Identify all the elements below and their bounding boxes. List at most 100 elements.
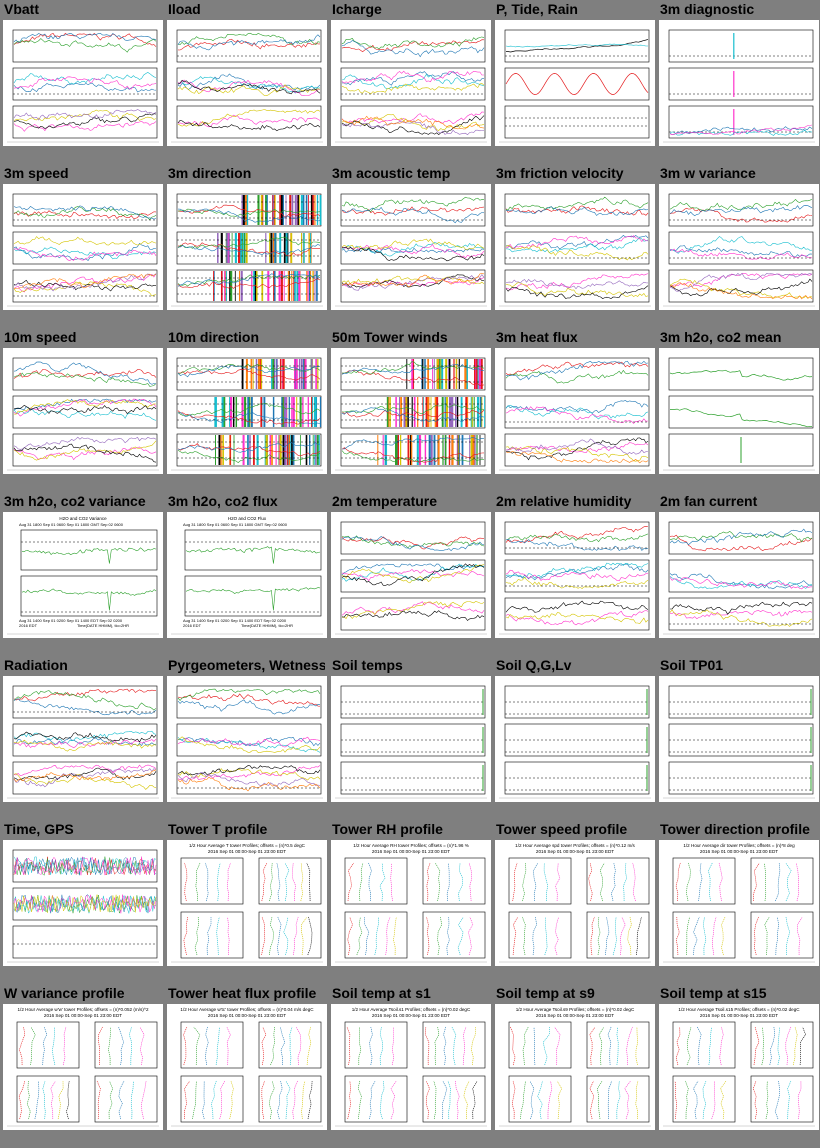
plot-thumbnail-link[interactable]	[3, 348, 163, 474]
plot-thumbnail-link[interactable]: 1/2 Hour Average Tsoil.s9 Profiles; offs…	[495, 1004, 655, 1130]
plot-thumbnail-link[interactable]	[3, 20, 163, 146]
plot-thumbnail-link[interactable]: 1/2 Hour Average T tower Profiles; offse…	[167, 840, 327, 966]
panel-frame	[508, 1075, 572, 1123]
series-line	[341, 407, 485, 422]
plot-thumbnail-link[interactable]	[659, 348, 819, 474]
series-line	[669, 573, 813, 590]
series-line	[13, 443, 157, 463]
plot-thumbnail-link[interactable]	[331, 512, 491, 638]
panel-frame	[20, 529, 158, 571]
series-line	[669, 534, 813, 552]
plot-thumbnail-link[interactable]: 1/2 Hour Average spd tower Profiles; off…	[495, 840, 655, 966]
plot-thumbnail-link[interactable]: 1/2 Hour Average dir tower Profiles; off…	[659, 840, 819, 966]
plot-thumbnail-link[interactable]	[659, 512, 819, 638]
series-line	[505, 369, 649, 384]
panel-frame	[508, 1021, 572, 1069]
plot-thumbnail-link[interactable]: H2O and CO2 Variance Aug 31 1800 Sep 01 0…	[3, 512, 163, 638]
profile-line	[205, 862, 209, 902]
profile-line	[472, 1080, 478, 1120]
series-line	[177, 273, 321, 287]
profile-line	[623, 862, 627, 902]
plot-thumbnail-link[interactable]	[495, 20, 655, 146]
profile-line	[219, 1080, 226, 1120]
plot-thumbnail-link[interactable]	[331, 184, 491, 310]
profile-line	[611, 862, 616, 902]
profile-line	[675, 916, 680, 956]
series-line	[669, 609, 813, 620]
plot-thumbnail-link[interactable]	[659, 20, 819, 146]
plot-thumbnail	[663, 193, 815, 307]
plot-title: Tower T profile	[168, 821, 268, 837]
profile-line	[693, 1080, 699, 1120]
plot-thumbnail-link[interactable]: H2O and CO2 Flux Aug 31 1800 Sep 01 0600 …	[167, 512, 327, 638]
panel-frame	[12, 193, 158, 227]
panel-frame	[12, 357, 158, 391]
plot-thumbnail-link[interactable]	[167, 348, 327, 474]
plot-thumbnail	[335, 521, 487, 635]
profile-line	[229, 1080, 234, 1120]
plot-tile: 3m w variance	[656, 164, 820, 328]
plot-thumbnail	[663, 29, 815, 143]
profile-line	[296, 1026, 302, 1066]
plot-thumbnail-link[interactable]	[3, 184, 163, 310]
plot-title: 3m w variance	[660, 165, 756, 181]
plot-thumbnail-link[interactable]: 1/2 Hour Average RH tower Profiles; offs…	[331, 840, 491, 966]
plot-thumbnail-link[interactable]	[167, 184, 327, 310]
series-line	[341, 447, 485, 463]
series-line	[177, 765, 321, 776]
plot-tile: Icharge	[328, 0, 492, 164]
plot-thumbnail-link[interactable]	[659, 676, 819, 802]
plot-thumbnail-link[interactable]: 1/2 Hour Average Tsoil.s15 Profiles; off…	[659, 1004, 819, 1130]
series-line	[341, 206, 485, 216]
plot-thumbnail-link[interactable]	[3, 840, 163, 966]
profile-line	[193, 1026, 201, 1066]
plot-title: Soil temp at s1	[332, 985, 431, 1001]
plot-thumbnail-link[interactable]	[495, 676, 655, 802]
panel-frame	[340, 559, 486, 593]
profile-line	[605, 916, 610, 956]
plot-thumbnail-link[interactable]	[495, 348, 655, 474]
plot-title: Pyrgeometers, Wetness	[168, 657, 325, 673]
panel-frame	[12, 433, 158, 467]
profile-line	[285, 1080, 291, 1120]
plot-thumbnail-link[interactable]	[331, 348, 491, 474]
panel-frame	[668, 231, 814, 265]
plot-thumbnail-link[interactable]	[495, 184, 655, 310]
series-line	[505, 406, 649, 424]
series-line	[177, 403, 321, 416]
plot-thumbnail-link[interactable]	[167, 676, 327, 802]
profile-line	[462, 1026, 467, 1066]
profile-line	[607, 1080, 612, 1120]
profile-line	[206, 917, 212, 956]
plot-tile: Soil temp at s9 1/2 Hour Average Tsoil.s9…	[492, 984, 656, 1148]
profile-line	[522, 862, 527, 902]
plot-thumbnail-link[interactable]	[659, 184, 819, 310]
plot-thumbnail-link[interactable]	[495, 512, 655, 638]
plot-thumbnail-link[interactable]	[331, 20, 491, 146]
profile-line	[721, 916, 726, 956]
profile-line	[753, 1026, 760, 1066]
profile-line	[512, 916, 519, 956]
series-line	[177, 772, 321, 787]
plot-thumbnail-link[interactable]: 1/2 Hour Average w'tc' tower Profiles; o…	[167, 1004, 327, 1130]
profile-line	[359, 862, 364, 902]
series-line	[177, 450, 321, 463]
plot-thumbnail-link[interactable]	[167, 20, 327, 146]
profile-line	[529, 1080, 535, 1120]
plot-title: 3m speed	[4, 165, 69, 181]
plot-thumbnail-link[interactable]: 1/2 Hour Average w'w' tower Profiles; of…	[3, 1004, 163, 1130]
plot-thumbnail	[663, 685, 815, 799]
plot-thumbnail-link[interactable]: 1/2 Hour Average Tsoil.s1 Profiles; offs…	[331, 1004, 491, 1130]
profile-line	[612, 916, 617, 956]
profile-line	[369, 1080, 376, 1120]
panel-frame	[586, 1075, 650, 1123]
plot-title: 3m acoustic temp	[332, 165, 451, 181]
series-line	[341, 71, 484, 86]
panel-frame	[12, 29, 158, 63]
profile-line	[426, 862, 431, 902]
plot-thumbnail-link[interactable]	[331, 676, 491, 802]
plot-thumbnail-link[interactable]	[3, 676, 163, 802]
series-line	[177, 34, 321, 51]
profile-line	[675, 1026, 681, 1066]
panel-frame	[12, 67, 158, 101]
